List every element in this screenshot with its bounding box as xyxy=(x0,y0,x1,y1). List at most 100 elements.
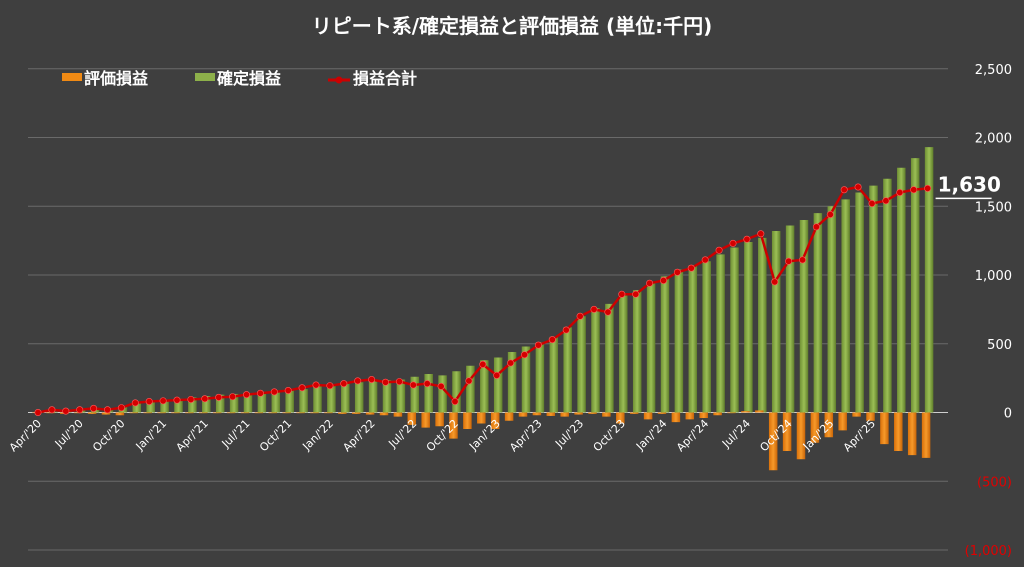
point-total xyxy=(868,200,876,208)
series-total-line xyxy=(34,183,932,416)
point-total xyxy=(687,264,695,272)
bar-realized xyxy=(758,237,767,413)
point-total xyxy=(409,381,417,389)
point-total xyxy=(590,305,598,313)
bar-unrealized xyxy=(296,412,305,414)
point-total xyxy=(882,197,890,205)
point-total xyxy=(479,360,487,368)
legend-swatch-unrealized xyxy=(62,73,82,81)
x-tick-label: Apr/'20 xyxy=(7,417,44,454)
bar-realized xyxy=(521,346,531,413)
bar-unrealized xyxy=(421,412,430,428)
bar-unrealized xyxy=(310,412,319,414)
bar-realized xyxy=(841,199,850,413)
bar-unrealized xyxy=(463,412,472,429)
y-tick-label: 1,500 xyxy=(975,200,1012,215)
series-unrealized-bars xyxy=(32,410,931,471)
point-total xyxy=(215,393,223,401)
bar-unrealized xyxy=(351,412,361,414)
bar-unrealized xyxy=(852,412,861,417)
bar-realized xyxy=(438,375,447,413)
bar-unrealized xyxy=(866,412,875,421)
bar-realized xyxy=(910,158,920,413)
bar-unrealized xyxy=(490,412,500,429)
x-tick-label: Oct/'21 xyxy=(257,417,294,454)
y-tick-label: 2,500 xyxy=(975,63,1012,78)
bar-unrealized xyxy=(226,412,236,414)
point-total xyxy=(812,223,820,231)
point-total xyxy=(117,404,125,412)
x-tick-label: Jan/'24 xyxy=(633,417,670,454)
point-total xyxy=(646,279,654,287)
point-total xyxy=(187,395,195,403)
legend-item-unrealized: 評価損益 xyxy=(62,69,148,88)
point-total xyxy=(368,375,376,383)
point-total xyxy=(798,256,806,264)
point-total xyxy=(131,399,139,407)
point-total xyxy=(90,404,98,412)
bar-unrealized xyxy=(699,412,708,418)
bar-unrealized xyxy=(449,412,458,439)
legend-label-total: 損益合計 xyxy=(353,69,417,88)
bar-unrealized xyxy=(504,412,514,421)
bar-unrealized xyxy=(393,412,403,417)
bar-unrealized xyxy=(657,412,667,414)
point-total xyxy=(326,382,334,390)
point-total xyxy=(354,377,362,385)
x-tick-label: Oct/'20 xyxy=(90,417,127,454)
bar-realized xyxy=(257,391,267,413)
bar-unrealized xyxy=(602,412,611,417)
bar-unrealized xyxy=(616,412,625,424)
x-tick-label: Oct/'23 xyxy=(591,417,628,454)
bar-unrealized xyxy=(365,412,375,415)
bar-realized xyxy=(452,371,461,413)
point-total xyxy=(48,406,56,414)
point-total xyxy=(771,278,779,286)
y-tick-label: 500 xyxy=(987,338,1012,353)
bar-realized xyxy=(855,192,864,413)
y-tick-label: 1,000 xyxy=(975,269,1012,284)
bar-unrealized xyxy=(629,412,639,414)
point-total xyxy=(62,407,70,415)
bar-realized xyxy=(688,265,698,413)
point-total xyxy=(576,312,584,320)
bar-unrealized xyxy=(824,412,834,438)
bar-unrealized xyxy=(574,412,583,415)
bar-realized xyxy=(605,303,614,413)
bar-unrealized xyxy=(782,412,792,451)
legend-item-total: 損益合計 xyxy=(328,69,417,88)
bar-realized xyxy=(660,276,670,413)
point-total xyxy=(604,308,612,316)
bar-unrealized xyxy=(143,412,152,414)
point-total xyxy=(562,326,570,334)
bar-realized xyxy=(271,391,281,413)
x-tick-label: Jul/'21 xyxy=(219,417,253,451)
bar-unrealized xyxy=(755,410,764,413)
bar-realized xyxy=(619,295,628,413)
bar-unrealized xyxy=(435,412,444,427)
point-total xyxy=(757,230,765,238)
point-total xyxy=(312,381,320,389)
bar-unrealized xyxy=(324,412,333,414)
point-total xyxy=(229,393,237,401)
bar-unrealized xyxy=(129,412,139,414)
x-tick-label: Jul/'22 xyxy=(385,417,419,451)
y-tick-label: (500) xyxy=(977,475,1012,490)
bar-unrealized xyxy=(907,412,917,456)
bar-realized xyxy=(563,327,572,413)
legend-label-unrealized: 評価損益 xyxy=(84,69,148,88)
point-total xyxy=(854,183,862,191)
bar-realized xyxy=(785,225,795,413)
bar-unrealized xyxy=(713,412,722,416)
x-tick-label: Jul/'24 xyxy=(719,417,753,451)
bar-realized xyxy=(243,393,253,413)
bar-unrealized xyxy=(560,412,569,417)
bar-realized xyxy=(827,206,837,413)
bar-realized xyxy=(771,231,781,413)
bar-realized xyxy=(730,247,739,413)
bar-realized xyxy=(396,379,406,413)
point-total xyxy=(423,380,431,388)
bar-realized xyxy=(215,394,225,413)
bar-realized xyxy=(327,385,336,413)
bar-unrealized xyxy=(185,412,194,414)
